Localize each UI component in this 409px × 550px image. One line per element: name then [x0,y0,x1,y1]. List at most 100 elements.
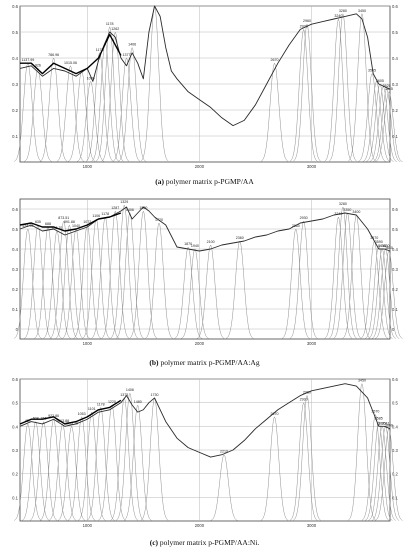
chart-panel-b: 0 0.1 0.2 0.3 0.4 0.5 0.6 0.6 0.5 0.4 0.3 0.2 0.1 0 10… [4,189,405,355]
peak-label: 1329 [120,200,128,204]
y-tick-label: 0.5 [12,227,18,232]
peak-label: 2219 [220,450,228,454]
peak-label: 1178 [106,22,114,26]
component-peak [260,62,289,162]
y-right-tick-label: 0 [392,327,395,332]
peak-label: 3570 [371,410,379,414]
peak-label: 1178 [97,402,105,406]
y-tick-label: 0.4 [12,247,18,252]
peak-label: 1377 [123,53,131,57]
peak-label: 2930 [300,216,308,220]
component-peak [260,416,289,521]
component-peak [14,423,42,521]
caption-b: (b) polymer matrix p-PGMP/AA:Ag [0,358,409,367]
component-peak [95,25,124,162]
y-right-tick-label: 0.6 [392,207,398,212]
peak-label: 3605 [376,79,384,83]
peak-label: 2100 [207,240,215,244]
component-peak [365,420,393,521]
component-peak [358,73,386,162]
component-peak [101,31,130,162]
peak-label: 3625 [383,84,391,88]
y-tick-label: 0.3 [12,82,18,87]
component-peak [67,416,96,521]
peak-label: 1178 [101,212,109,216]
component-peak [174,246,202,339]
component-peak [289,28,318,162]
peak-label: 3640 [385,246,393,250]
component-peak [86,406,115,521]
component-peak [348,12,376,162]
component-peak [289,220,318,339]
component-peak [116,392,144,521]
caption-c-text: polymer matrix p-PGMP/AA:Ni. [159,538,260,547]
component-peak [140,397,169,521]
peak-label: 3590 [375,240,383,244]
peak-label: 1730 [151,393,159,397]
x-tick-label: 1000 [83,164,93,169]
chart-panel-c: 0.1 0.2 0.3 0.4 0.5 0.6 0.6 0.5 0.4 0.3 0.2 0.1 1000… [4,371,405,534]
component-peak [293,23,321,162]
component-peak [34,226,62,339]
caption-a-label: (a) [155,177,164,186]
component-peak [282,228,310,339]
peak-label: 1137.99 [21,58,34,62]
y-tick-label: 0.4 [12,56,18,61]
y-tick-label: 0.3 [12,448,18,453]
x-tick-label: 2000 [195,341,205,346]
y-right-tick-label: 0.5 [392,30,398,35]
peak-label: 2360 [236,236,244,240]
y-tick-label: 0.1 [12,307,18,312]
peak-label: 1870 [184,242,192,246]
component-peak [112,57,141,162]
chart-panel-a: 0.1 0.2 0.3 0.4 0.5 0.6 0.6 0.5 0.4 0.3 0.2 0.1 1000… [4,2,405,174]
y-right-tick-label: 0.6 [392,4,398,9]
peak-label: 1040 [72,224,80,228]
y-tick-label: 0.6 [12,4,18,9]
y-right-tick-label: 0.3 [392,448,398,453]
ir-spectrum-chart-a: 0.1 0.2 0.3 0.4 0.5 0.6 0.6 0.5 0.4 0.3 0.2 0.1 1000… [12,4,403,169]
peak-label: 1015.30 [65,421,78,425]
y-tick-label: 0.1 [12,495,18,500]
y-right-tick-label: 0.1 [392,134,398,139]
component-peak [289,401,318,521]
component-peak [365,244,393,339]
y-tick-label: 0.2 [12,472,18,477]
component-peak [56,65,85,162]
x-tick-label: 1000 [83,341,93,346]
peak-label: 3621 [378,421,386,425]
component-peak [372,88,401,162]
component-peak [324,18,353,162]
component-peak [210,454,238,521]
fit-line [19,212,122,232]
peak-label: 1015.06 [64,61,77,65]
component-peak [82,218,111,339]
peak-label: 2960 [303,19,311,23]
x-tick-label: 3000 [307,164,317,169]
peak-label: 2670 [271,58,279,62]
spectrum-line [19,206,391,252]
component-peak [366,83,394,162]
y-right-tick-label: 0.4 [392,247,398,252]
peak-label: 2670 [271,412,279,416]
peak-label: 2930 [300,398,308,402]
peak-label: 1500 [139,206,147,210]
peak-label: 3280 [339,9,347,13]
fit-line [19,399,122,425]
component-peak [375,91,403,162]
component-peak [24,67,52,162]
y-right-tick-label: 0.4 [392,56,398,61]
component-peak [77,411,106,521]
y-right-tick-label: 0.4 [392,424,398,429]
component-peak [196,244,225,339]
peak-label: 786.96 [48,53,59,57]
peak-label: 3609 [385,424,393,428]
component-peak [14,62,42,162]
y-right-tick-label: 0.2 [392,108,398,113]
peak-label: 1013.88 [56,419,69,423]
peak-label: 3565 [368,69,376,73]
component-peak [110,204,139,339]
caption-c: (c) polymer matrix p-PGMP/AA:Ni. [0,538,409,547]
peak-label: 1406 [128,43,136,47]
peak-label: 688 [45,222,51,226]
